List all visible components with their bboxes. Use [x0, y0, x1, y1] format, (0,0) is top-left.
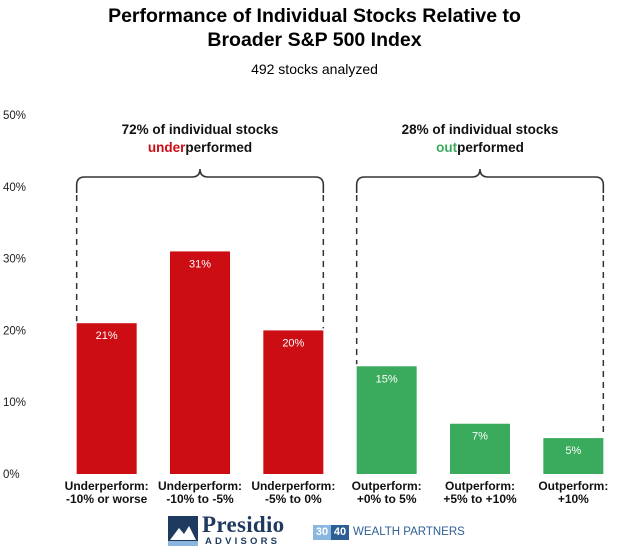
presidio-logo-name: Presidio	[202, 512, 285, 537]
x-tick-label: -10% to -5%	[166, 492, 234, 506]
wealth-partners-30-badge: 30	[313, 525, 331, 540]
group-brace	[75, 168, 325, 193]
x-tick-label: Outperform:	[352, 479, 422, 493]
group-annotation-highlight: under	[148, 140, 186, 155]
bar	[170, 251, 230, 474]
x-tick-label: Underperform:	[65, 479, 149, 493]
presidio-logo-subtitle: ADVISORS	[205, 536, 281, 547]
group-annotation-rest: performed	[457, 140, 524, 155]
chart-title-line1: Performance of Individual Stocks Relativ…	[108, 5, 521, 27]
group-annotation-rest: performed	[185, 140, 252, 155]
group-annotation-line1: 72% of individual stocks	[122, 122, 279, 137]
x-tick-label: Outperform:	[445, 479, 515, 493]
wealth-partners-name: WEALTH PARTNERS	[353, 526, 465, 538]
bar	[263, 330, 324, 474]
footer-logos: Presidio ADVISORS 30 40 WEALTH PARTNERS	[0, 512, 629, 552]
bar-value-label: 5%	[565, 445, 581, 457]
bar-value-label: 7%	[472, 431, 488, 443]
x-tick-label: Underperform:	[158, 479, 242, 493]
group-annotation-line1: 28% of individual stocks	[402, 122, 559, 137]
group-annotation-line2: underperformed	[148, 140, 252, 155]
bar-value-label: 15%	[376, 373, 398, 385]
bar-value-label: 31%	[189, 258, 211, 270]
bar	[450, 423, 510, 474]
x-tick-label: -5% to 0%	[265, 492, 322, 506]
x-tick-label: +5% to +10%	[443, 492, 517, 506]
wealth-partners-40-badge: 40	[331, 525, 349, 540]
y-tick-label: 40%	[3, 182, 26, 194]
y-tick-label: 50%	[3, 110, 26, 122]
bar-chart: 0%10%20%30%40%50%21%Underperform:-10% or…	[3, 110, 608, 506]
chart-title: Performance of Individual Stocks Relativ…	[0, 4, 629, 52]
chart-title-line2: Broader S&P 500 Index	[207, 29, 422, 51]
y-tick-label: 20%	[3, 325, 26, 337]
bar-value-label: 21%	[96, 330, 118, 342]
group-annotation-line2: outperformed	[436, 140, 524, 155]
x-tick-label: +0% to 5%	[357, 492, 417, 506]
bar	[356, 366, 417, 474]
bar	[76, 323, 137, 474]
x-tick-label: -10% or worse	[66, 492, 148, 506]
group-annotation-highlight: out	[436, 140, 457, 155]
presidio-logo-icon	[168, 516, 198, 546]
y-tick-label: 10%	[3, 397, 26, 409]
y-tick-label: 30%	[3, 254, 26, 266]
bar	[543, 438, 604, 474]
x-tick-label: Outperform:	[538, 479, 608, 493]
y-tick-label: 0%	[3, 469, 20, 481]
chart-subtitle: 492 stocks analyzed	[251, 61, 378, 77]
group-brace	[355, 168, 605, 193]
bar-value-label: 20%	[282, 337, 304, 349]
x-tick-label: Underperform:	[251, 479, 335, 493]
x-tick-label: +10%	[558, 492, 589, 506]
